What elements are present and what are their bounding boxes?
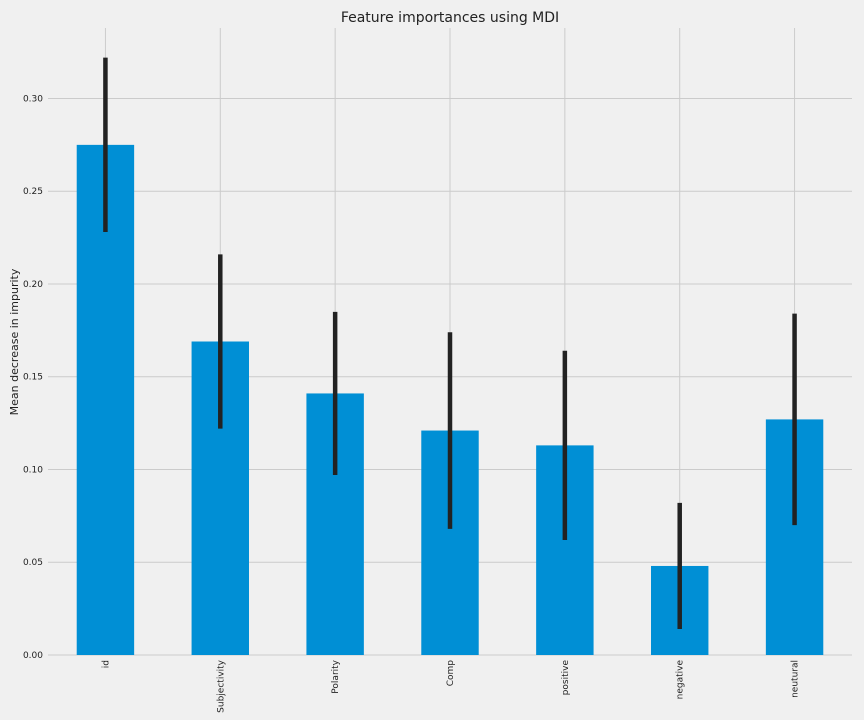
y-tick-label: 0.10 xyxy=(23,465,43,475)
x-tick-label: neutural xyxy=(791,660,801,698)
y-tick-label: 0.00 xyxy=(23,651,43,661)
x-tick-label: negative xyxy=(676,660,686,700)
error-bars xyxy=(103,57,797,630)
x-tick-labels: id Subjectivity Polarity Comp positive negati… xyxy=(101,659,800,713)
x-tick-label: positive xyxy=(561,660,571,696)
y-axis-label: Mean decrease in impurity xyxy=(8,268,21,415)
y-tick-label: 0.30 xyxy=(23,94,43,104)
x-tick-label: Subjectivity xyxy=(216,659,226,713)
y-tick-label: 0.05 xyxy=(23,558,43,568)
y-tick-label: 0.20 xyxy=(23,280,43,290)
x-tick-label: Polarity xyxy=(331,659,341,693)
x-tick-label: Comp xyxy=(446,660,456,687)
chart-title: Feature importances using MDI xyxy=(341,10,559,26)
y-tick-label: 0.25 xyxy=(23,187,43,197)
y-tick-labels: 0.00 0.05 0.10 0.15 0.20 0.25 0.30 xyxy=(23,94,43,661)
y-tick-label: 0.15 xyxy=(23,373,43,383)
x-tick-label: id xyxy=(101,660,111,668)
